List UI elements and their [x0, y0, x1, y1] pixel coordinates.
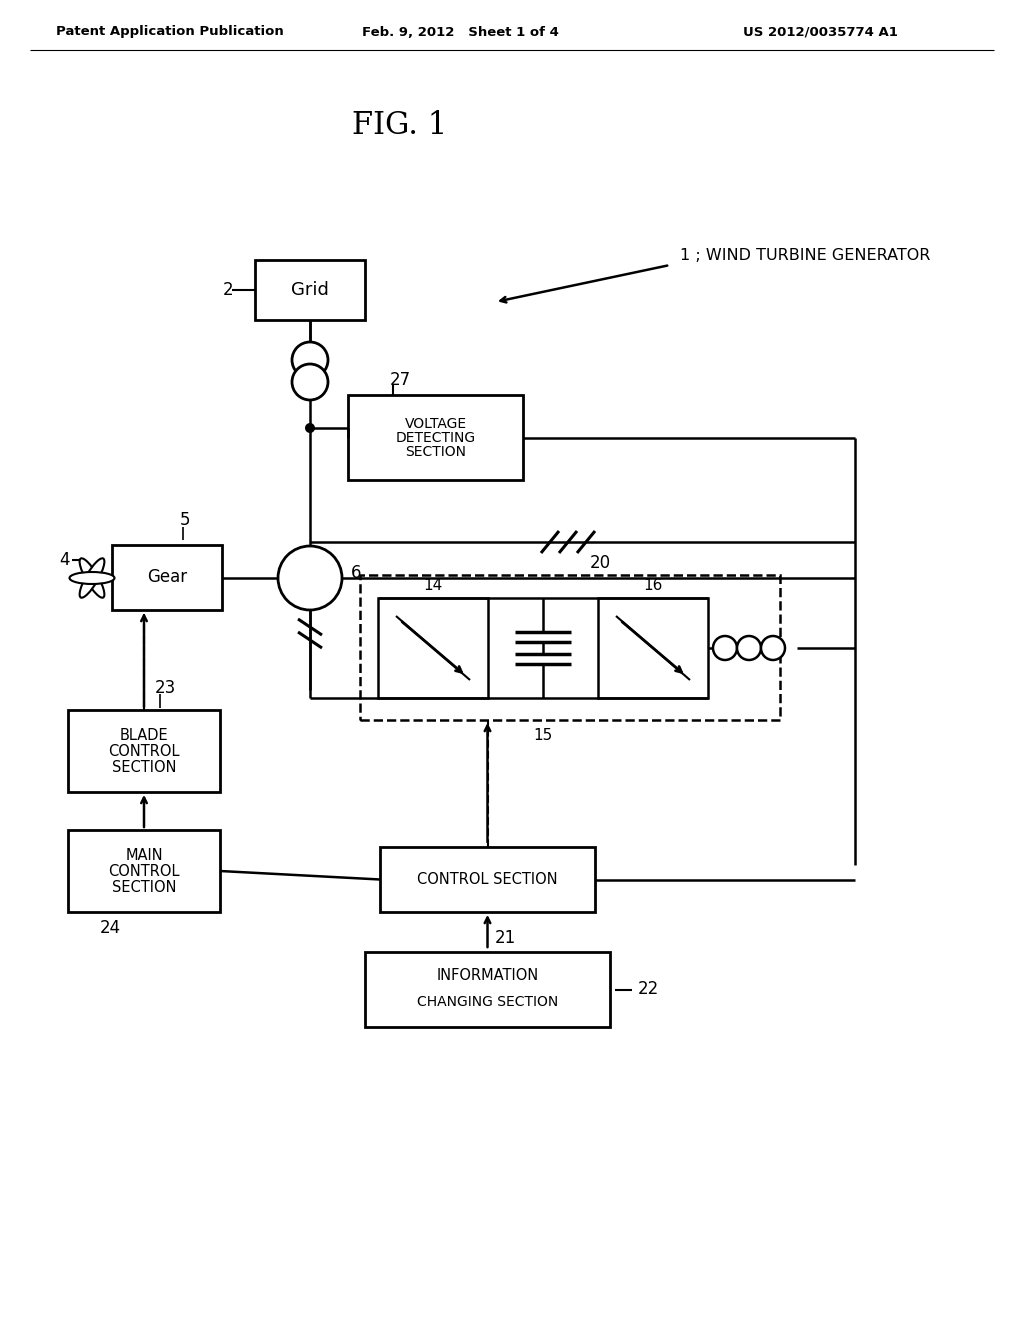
Text: VOLTAGE: VOLTAGE	[404, 417, 467, 430]
Text: INFORMATION: INFORMATION	[436, 968, 539, 983]
Text: 27: 27	[390, 371, 411, 389]
Bar	[68, 830, 220, 912]
Text: 15: 15	[534, 727, 553, 742]
Text: 20: 20	[590, 554, 610, 572]
Circle shape	[761, 636, 785, 660]
Text: 24: 24	[99, 919, 121, 937]
Text: Gear: Gear	[146, 569, 187, 586]
Text: 21: 21	[495, 929, 516, 946]
Text: US 2012/0035774 A1: US 2012/0035774 A1	[742, 25, 897, 38]
Text: DETECTING: DETECTING	[395, 430, 475, 445]
Bar	[378, 598, 488, 698]
Text: SECTION: SECTION	[112, 759, 176, 775]
Text: 6: 6	[351, 564, 361, 582]
Bar	[380, 847, 595, 912]
Text: Patent Application Publication: Patent Application Publication	[56, 25, 284, 38]
Bar	[365, 952, 610, 1027]
Text: CONTROL SECTION: CONTROL SECTION	[417, 873, 558, 887]
Bar	[255, 260, 365, 319]
Text: 14: 14	[423, 578, 442, 594]
Text: 16: 16	[643, 578, 663, 594]
Text: 23: 23	[155, 678, 176, 697]
Text: CONTROL: CONTROL	[109, 863, 180, 879]
Text: SECTION: SECTION	[112, 879, 176, 895]
Text: CHANGING SECTION: CHANGING SECTION	[417, 994, 558, 1008]
Text: FIG. 1: FIG. 1	[352, 110, 447, 140]
Text: 22: 22	[638, 981, 659, 998]
Circle shape	[278, 546, 342, 610]
Text: 1 ; WIND TURBINE GENERATOR: 1 ; WIND TURBINE GENERATOR	[680, 248, 931, 263]
Bar	[360, 576, 780, 719]
Ellipse shape	[80, 558, 104, 598]
Circle shape	[292, 364, 328, 400]
Bar	[68, 710, 220, 792]
Text: Grid: Grid	[291, 281, 329, 300]
Ellipse shape	[80, 558, 104, 598]
Text: 2: 2	[222, 281, 233, 300]
Text: Feb. 9, 2012   Sheet 1 of 4: Feb. 9, 2012 Sheet 1 of 4	[361, 25, 558, 38]
Text: MAIN: MAIN	[125, 847, 163, 862]
Text: 4: 4	[59, 550, 70, 569]
Circle shape	[713, 636, 737, 660]
Text: CONTROL: CONTROL	[109, 743, 180, 759]
Bar	[348, 395, 523, 480]
Text: BLADE: BLADE	[120, 727, 168, 742]
Text: SECTION: SECTION	[406, 445, 466, 458]
Circle shape	[737, 636, 761, 660]
Bar	[598, 598, 708, 698]
Circle shape	[292, 342, 328, 378]
Ellipse shape	[70, 572, 115, 583]
Text: 5: 5	[180, 511, 190, 529]
Circle shape	[305, 422, 315, 433]
Bar	[112, 545, 222, 610]
